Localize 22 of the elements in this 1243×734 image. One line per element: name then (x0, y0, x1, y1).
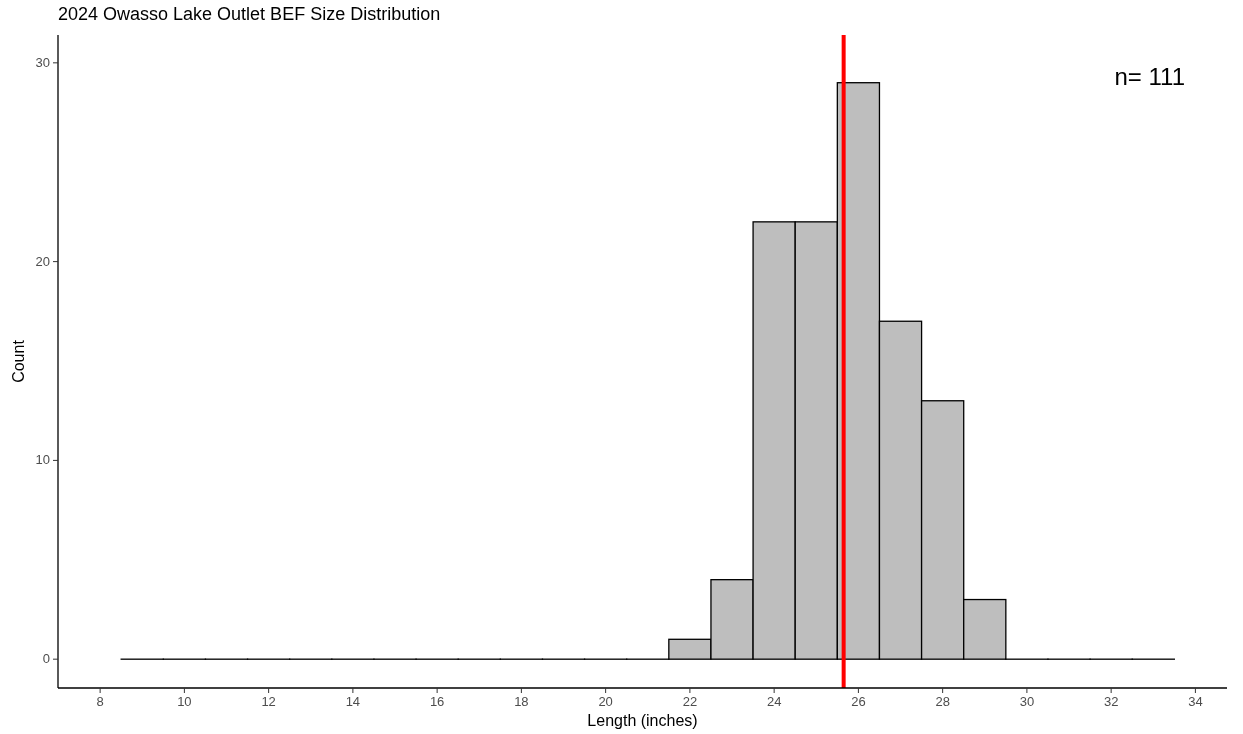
y-tick-label: 0 (42, 651, 50, 667)
y-tick-label: 20 (35, 253, 50, 269)
x-tick-label: 8 (96, 694, 104, 709)
x-tick-label: 18 (514, 694, 529, 709)
x-tick-label: 28 (935, 694, 950, 709)
y-axis-title: Count (10, 339, 27, 383)
x-tick-label: 26 (851, 694, 866, 709)
x-tick-label: 34 (1188, 694, 1203, 709)
x-tick-label: 14 (345, 694, 361, 709)
x-tick-label: 16 (429, 694, 445, 709)
x-tick-label: 24 (766, 694, 782, 709)
x-tick-label: 32 (1103, 694, 1119, 709)
x-axis-title: Length (inches) (587, 712, 698, 729)
x-tick-label: 30 (1019, 694, 1035, 709)
x-tick-label: 10 (177, 694, 192, 709)
x-tick-label: 20 (598, 694, 613, 709)
chart-title: 2024 Owasso Lake Outlet BEF Size Distribution (58, 4, 441, 24)
y-tick-label: 10 (35, 452, 50, 468)
annotation: n= 111 (1114, 63, 1185, 90)
y-tick-label: 30 (35, 54, 50, 70)
x-tick-label: 12 (261, 694, 276, 709)
x-tick-label: 22 (682, 694, 698, 709)
